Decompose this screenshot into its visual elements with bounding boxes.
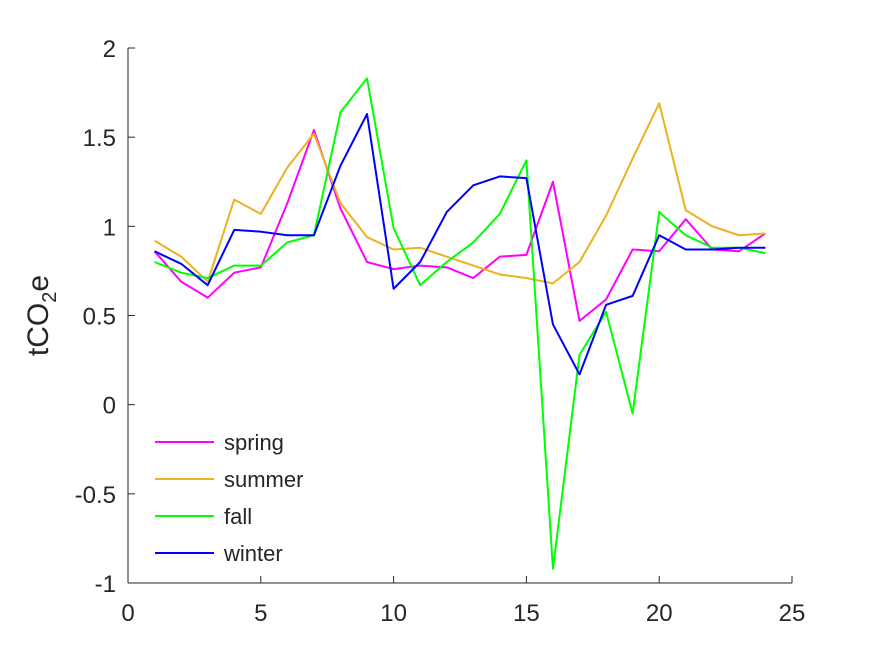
series-line-spring xyxy=(153,129,766,322)
y-tick-label: 0 xyxy=(103,393,116,420)
series-line-summer xyxy=(154,102,766,285)
x-tick-label: 20 xyxy=(646,600,673,627)
x-tick-label: 0 xyxy=(121,600,134,627)
x-tick-label: 25 xyxy=(779,600,806,627)
x-tick-label: 5 xyxy=(254,600,267,627)
y-tick-label: 1.5 xyxy=(83,125,116,152)
legend-label-fall: fall xyxy=(224,504,252,529)
legend: spring summer fall winter xyxy=(155,430,303,566)
x-tick-label: 10 xyxy=(380,600,407,627)
series-line-fall xyxy=(154,77,766,570)
legend-label-summer: summer xyxy=(224,467,303,492)
legend-label-winter: winter xyxy=(223,541,283,566)
ticks: 0 5 10 15 20 25 -1 -0.5 0 0.5 1 1.5 2 xyxy=(75,36,806,627)
y-axis-label-main: tCO xyxy=(22,303,55,356)
y-tick-label: -0.5 xyxy=(75,482,116,509)
x-tick-label: 15 xyxy=(513,600,540,627)
series-line-winter xyxy=(154,112,766,376)
y-tick-label: 2 xyxy=(103,36,116,63)
y-tick-label: -1 xyxy=(95,571,116,598)
legend-label-spring: spring xyxy=(224,430,284,455)
y-axis-label-subscript: 2 xyxy=(39,292,61,303)
y-tick-label: 0.5 xyxy=(83,304,116,331)
y-tick-label: 1 xyxy=(103,214,116,241)
y-axis-label: tCO2e xyxy=(22,275,61,356)
series-lines xyxy=(153,77,766,570)
y-axis-label-suffix: e xyxy=(22,275,55,292)
axes xyxy=(127,48,792,584)
